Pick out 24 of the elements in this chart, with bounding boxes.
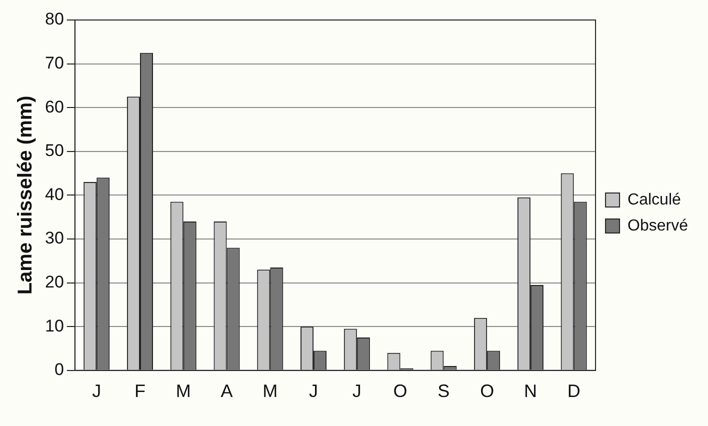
x-tick-label: O <box>393 381 408 402</box>
y-tick-label: 0 <box>54 360 64 380</box>
y-tick-label: 40 <box>44 184 64 204</box>
x-tick-label: D <box>567 381 580 402</box>
legend-label: Observé <box>628 217 688 234</box>
y-axis-title: Lame ruisselée (mm) <box>14 96 37 295</box>
x-tick-label: J <box>92 381 102 402</box>
legend-label: Calculé <box>628 191 681 208</box>
y-tick-label: 50 <box>44 141 64 160</box>
x-tick-label: N <box>524 381 537 402</box>
y-tick-label: 10 <box>44 316 64 336</box>
x-tick-label: S <box>438 381 450 402</box>
y-tick-label: 60 <box>44 97 64 116</box>
x-tick-label: J <box>309 381 318 402</box>
x-tick-label: M <box>262 381 278 402</box>
y-tick-label: 20 <box>44 272 64 292</box>
x-tick-label: M <box>176 381 191 402</box>
x-tick-label: J <box>352 381 362 402</box>
x-tick-label: F <box>134 381 146 402</box>
x-tick-label: O <box>480 381 494 402</box>
x-tick-label: A <box>220 381 233 402</box>
y-tick-label: 30 <box>44 228 64 248</box>
y-tick-label: 80 <box>44 10 64 29</box>
y-tick-label: 70 <box>44 53 64 72</box>
